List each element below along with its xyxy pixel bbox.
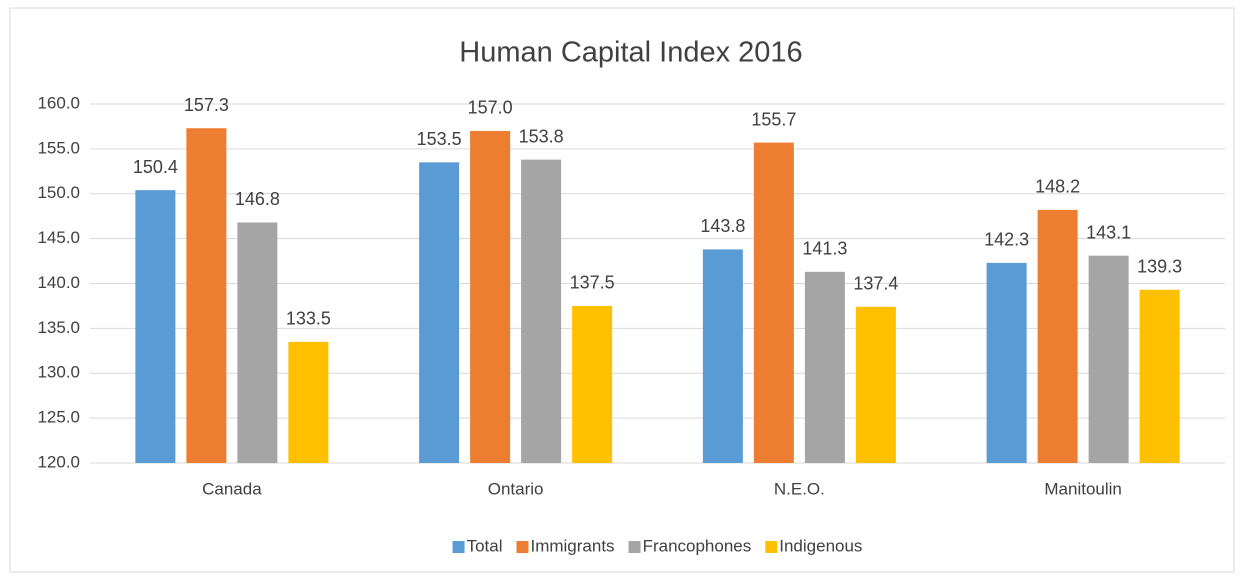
data-label: 153.5 [417, 129, 462, 149]
data-label: 137.5 [570, 273, 615, 293]
y-tick-label: 155.0 [37, 138, 80, 157]
y-tick-label: 145.0 [37, 228, 80, 247]
bar [702, 249, 743, 463]
legend-label: Indigenous [779, 536, 862, 555]
x-tick-label: Ontario [488, 479, 544, 498]
y-tick-label: 125.0 [37, 408, 80, 427]
data-label: 146.8 [235, 189, 280, 209]
bar [186, 128, 227, 464]
data-label: 148.2 [1035, 177, 1080, 197]
data-label: 139.3 [1137, 257, 1182, 277]
bar [753, 142, 794, 463]
data-label: 157.0 [468, 98, 513, 118]
x-tick-label: Manitoulin [1044, 479, 1122, 498]
legend-label: Francophones [643, 536, 752, 555]
legend-swatch [628, 541, 641, 553]
data-label: 143.8 [700, 216, 745, 236]
bar [1139, 289, 1180, 463]
bar [804, 271, 845, 463]
legend-swatch [765, 541, 778, 553]
data-label: 133.5 [286, 309, 331, 329]
y-tick-label: 130.0 [37, 363, 80, 382]
data-label: 142.3 [984, 230, 1029, 250]
legend-swatch [516, 541, 529, 553]
bar [572, 305, 613, 463]
y-tick-label: 160.0 [37, 93, 80, 112]
y-tick-label: 120.0 [37, 452, 80, 471]
x-tick-label: Canada [202, 479, 262, 498]
bar [237, 222, 278, 463]
data-label: 150.4 [133, 157, 178, 177]
data-label: 153.8 [519, 126, 564, 146]
bar [1037, 209, 1078, 463]
x-tick-label: N.E.O. [774, 479, 825, 498]
bar [855, 306, 896, 463]
legend-label: Immigrants [530, 536, 614, 555]
bar [1088, 255, 1129, 463]
y-tick-label: 150.0 [37, 183, 80, 202]
y-tick-label: 140.0 [37, 273, 80, 292]
bar [419, 162, 460, 463]
legend-label: Total [467, 536, 503, 555]
data-label: 137.4 [853, 274, 898, 294]
data-label: 141.3 [802, 239, 847, 259]
chart-title: Human Capital Index 2016 [459, 37, 802, 69]
data-label: 143.1 [1086, 222, 1131, 242]
data-label: 155.7 [751, 109, 796, 129]
bar [470, 130, 511, 464]
bar [135, 190, 176, 463]
bar [288, 341, 329, 463]
y-tick-label: 135.0 [37, 318, 80, 337]
bar [521, 159, 562, 463]
legend-swatch [452, 541, 465, 553]
bar [986, 262, 1027, 463]
data-label: 157.3 [184, 95, 229, 115]
